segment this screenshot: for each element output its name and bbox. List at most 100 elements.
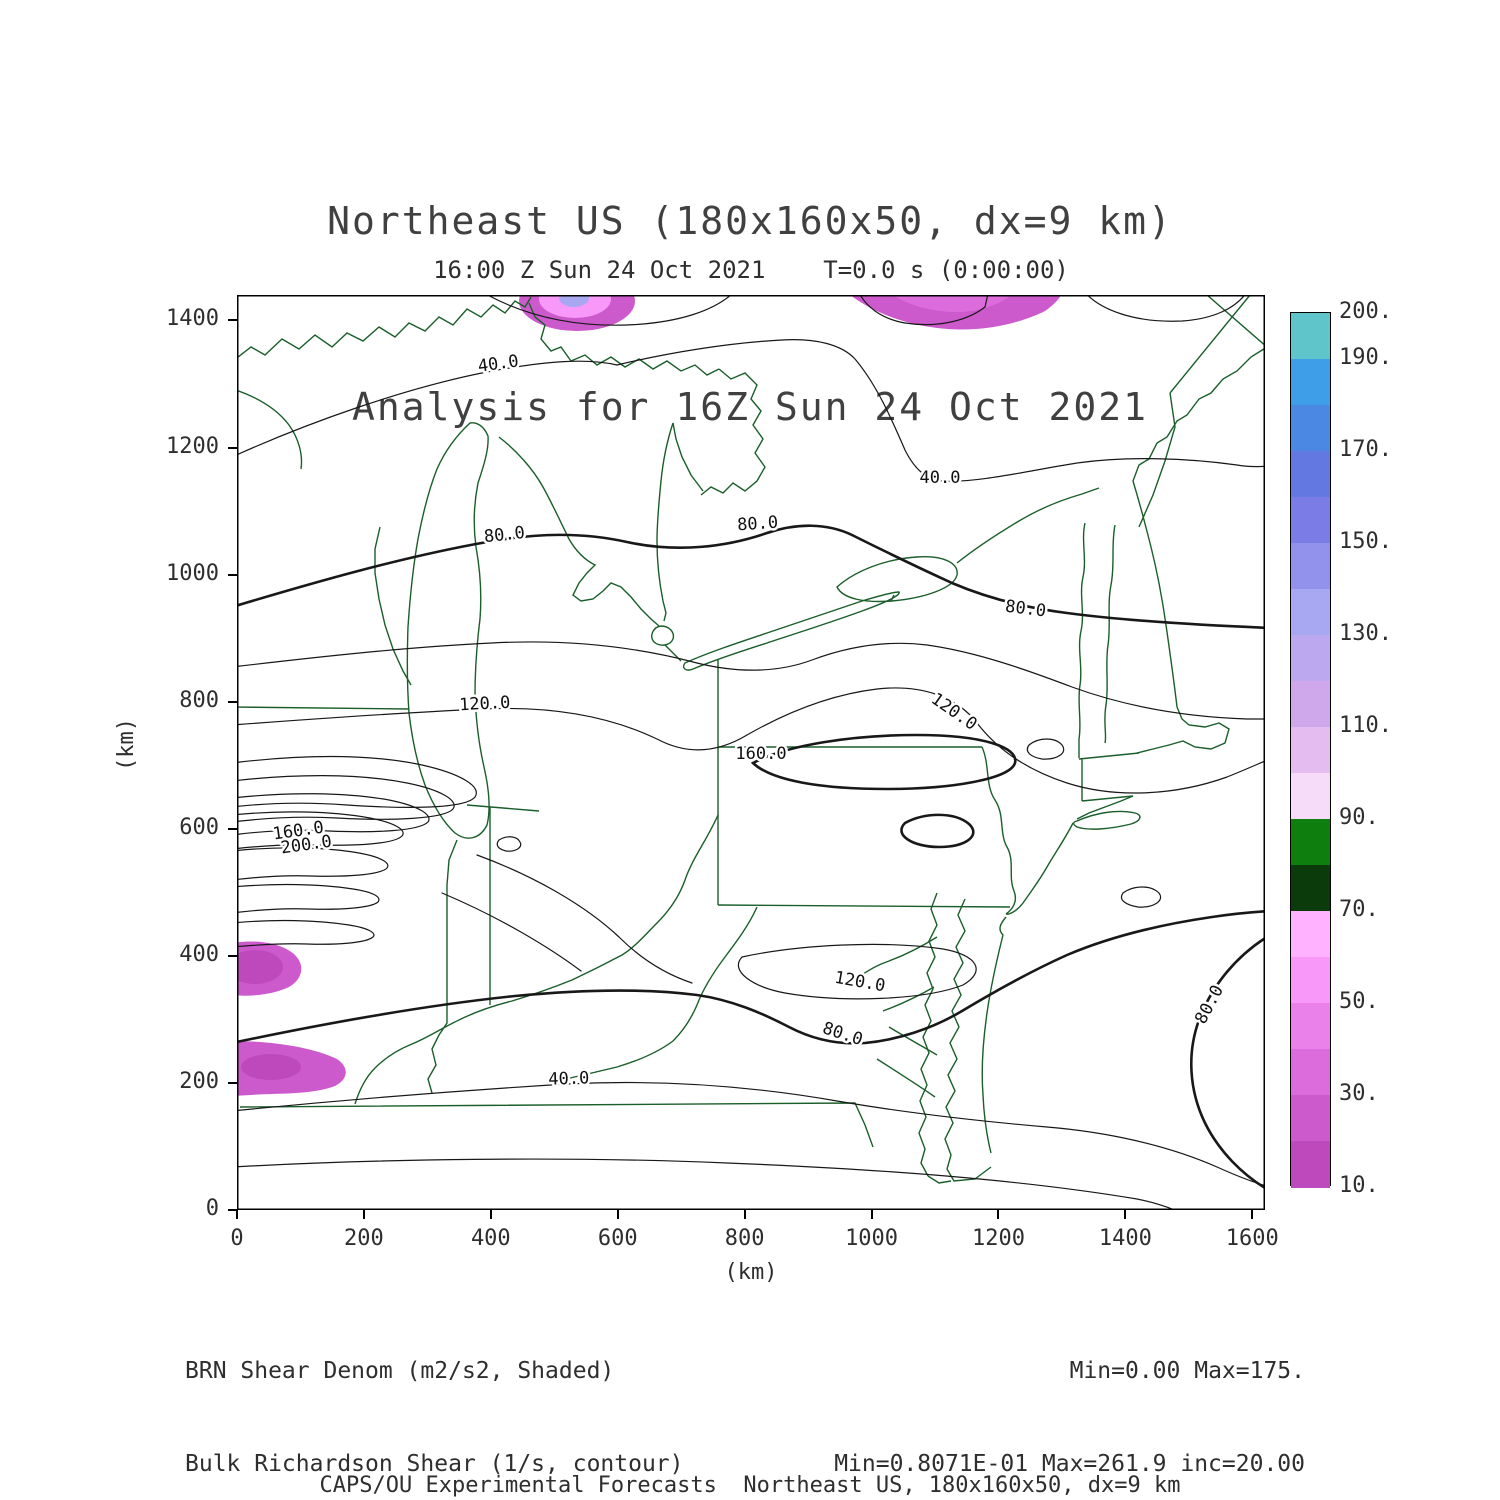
y-tick-label: 1400 — [166, 306, 219, 332]
x-tick-label: 200 — [344, 1226, 384, 1251]
y-tick-label: 1200 — [166, 433, 219, 459]
colorbar-segment — [1291, 957, 1330, 1004]
colorbar-segment — [1291, 819, 1330, 866]
title-line-2: Analysis for 16Z Sun 24 Oct 2021 — [351, 385, 1149, 429]
contour-label: 80.0 — [483, 523, 526, 547]
x-tick — [616, 1210, 619, 1219]
contour-field-caption: Bulk Richardson Shear (1/s, contour) — [185, 1451, 684, 1477]
shaded-region-west-core — [237, 950, 283, 984]
state-borders — [237, 295, 1265, 1184]
shaded-region-northeast-inner — [892, 295, 1011, 313]
x-tick — [997, 1210, 1000, 1219]
x-tick — [743, 1210, 746, 1219]
colorbar-segment — [1291, 911, 1330, 958]
title-line-1: Northeast US (180x160x50, dx=9 km) — [327, 199, 1173, 243]
y-tick — [228, 319, 237, 322]
y-tick — [228, 954, 237, 957]
colorbar-tick-label: 190. — [1339, 344, 1392, 370]
x-axis-label: (km) — [724, 1260, 778, 1285]
colorbar-tick-label: 70. — [1339, 896, 1379, 922]
contour-label: 120.0 — [833, 968, 887, 997]
shaded-field-stats: Min=0.00 Max=175. — [1069, 1358, 1305, 1384]
y-tick-label: 400 — [179, 941, 219, 967]
colorbar-segment — [1291, 543, 1330, 590]
x-tick — [870, 1210, 873, 1219]
x-tick — [1124, 1210, 1127, 1219]
x-tick-label: 400 — [470, 1226, 511, 1251]
contour-label: 120.0 — [927, 689, 980, 735]
field-captions: BRN Shear Denom (m2/s2, Shaded) Bulk Ric… — [185, 1294, 684, 1500]
contour-label: 80.0 — [820, 1018, 865, 1050]
plot-time-header: 16:00 Z Sun 24 Oct 2021 T=0.0 s (0:00:00… — [433, 256, 1069, 284]
colorbar-segment — [1291, 1049, 1330, 1096]
colorbar-segment — [1291, 1095, 1330, 1142]
colorbar-segment — [1291, 359, 1330, 406]
colorbar-tick-label: 30. — [1339, 1080, 1379, 1106]
colorbar-segment — [1291, 1003, 1330, 1050]
x-tick — [236, 1210, 238, 1219]
y-tick-label: 200 — [179, 1068, 219, 1094]
x-tick — [1251, 1210, 1254, 1219]
y-axis-label: (km) — [113, 718, 139, 771]
y-tick — [228, 573, 237, 576]
y-tick — [228, 700, 237, 703]
colorbar-tick-label: 150. — [1339, 529, 1392, 555]
contour-label: 80.0 — [1004, 597, 1047, 622]
y-tick-label: 600 — [179, 814, 219, 840]
colorbar-segment — [1291, 773, 1330, 820]
field-stats: Min=0.00 Max=175. Min=0.8071E-01 Max=261… — [834, 1294, 1305, 1500]
y-tick — [228, 827, 237, 830]
x-tick-label: 800 — [724, 1226, 765, 1251]
colorbar-segment — [1291, 451, 1330, 498]
x-tick-label: 1400 — [1098, 1226, 1152, 1251]
y-tick-label: 800 — [179, 687, 219, 713]
shaded-region-north-core — [559, 295, 589, 307]
colorbar — [1290, 312, 1331, 1188]
colorbar-tick-label: 110. — [1339, 713, 1392, 738]
contour-label: 40.0 — [548, 1068, 590, 1089]
x-tick-label: 0 — [230, 1226, 244, 1251]
shaded-region-northeast — [850, 295, 1062, 330]
y-tick — [228, 1081, 237, 1084]
colorbar-tick-label: 130. — [1339, 620, 1392, 646]
shaded-region-southwest-core — [241, 1054, 301, 1080]
contour-lines — [237, 295, 1265, 1210]
shaded-regions — [237, 295, 1062, 1096]
x-tick-label: 1200 — [971, 1226, 1025, 1251]
colorbar-tick-label: 200. — [1339, 299, 1392, 324]
colorbar-tick-label: 90. — [1339, 804, 1379, 830]
colorbar-segment — [1291, 727, 1330, 774]
x-tick-label: 1600 — [1225, 1226, 1279, 1251]
plot-frame — [237, 295, 1265, 1210]
colorbar-segment — [1291, 405, 1330, 452]
colorbar-tick-label: 50. — [1339, 989, 1379, 1015]
credit-line: CAPS/OU Experimental Forecasts Northeast… — [319, 1473, 1181, 1498]
contour-label: 160.0 — [735, 744, 786, 764]
y-tick-label: 1000 — [166, 560, 219, 586]
colorbar-tick-label: 10. — [1339, 1173, 1379, 1198]
contour-label: 40.0 — [920, 468, 961, 488]
contour-field-stats: Min=0.8071E-01 Max=261.9 inc=20.00 — [834, 1451, 1305, 1477]
colorbar-tick-label: 170. — [1339, 437, 1392, 462]
shaded-field-caption: BRN Shear Denom (m2/s2, Shaded) — [185, 1358, 615, 1384]
contour-label: 40.0 — [477, 351, 520, 377]
colorbar-segment — [1291, 635, 1330, 682]
y-tick — [228, 446, 237, 449]
colorbar-segment — [1291, 681, 1330, 728]
colorbar-segment — [1291, 589, 1330, 636]
y-tick — [228, 1209, 237, 1211]
contour-label: 120.0 — [459, 693, 511, 716]
colorbar-segment — [1291, 1141, 1330, 1188]
contour-label: 80.0 — [737, 513, 779, 536]
page-title: Northeast US (180x160x50, dx=9 km) Analy… — [0, 66, 1500, 562]
x-tick-label: 600 — [597, 1226, 638, 1251]
x-tick-label: 1000 — [845, 1226, 899, 1251]
contour-label: 80.0 — [1191, 982, 1228, 1028]
colorbar-segment — [1291, 497, 1330, 544]
colorbar-segment — [1291, 865, 1330, 912]
colorbar-segment — [1291, 313, 1330, 360]
y-tick-label: 0 — [205, 1196, 219, 1221]
x-tick — [489, 1210, 492, 1219]
